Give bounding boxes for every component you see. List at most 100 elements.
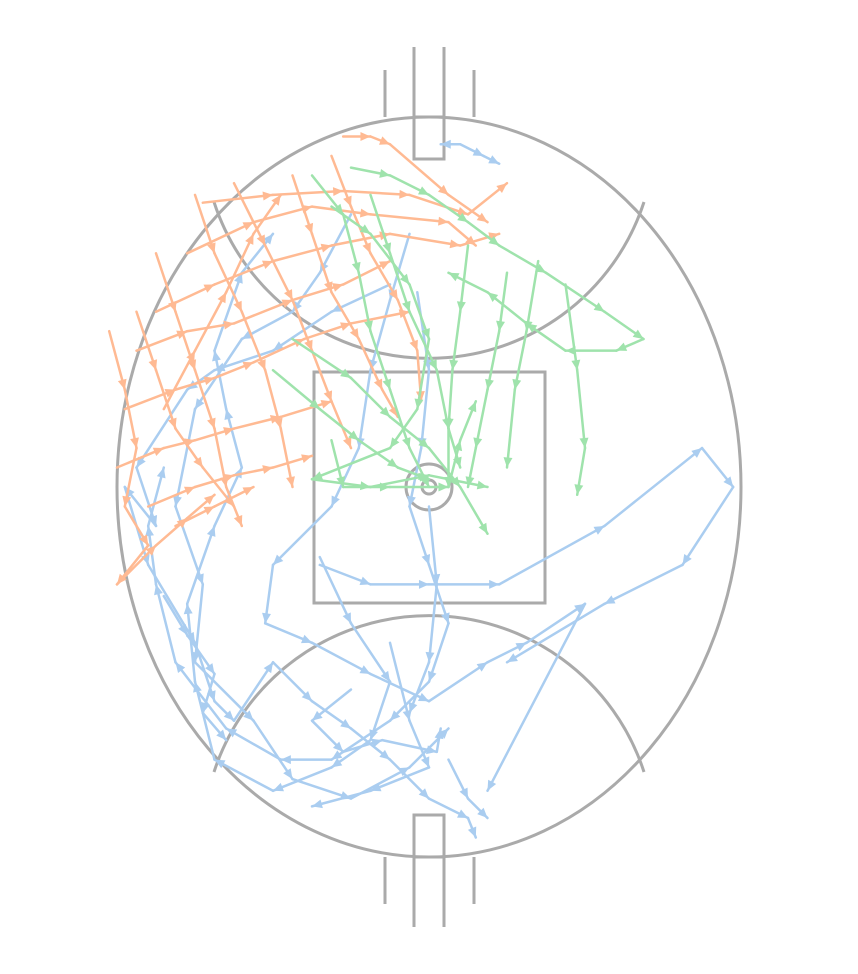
arrow-shaft: [408, 505, 431, 567]
arrow-shaft: [341, 213, 361, 275]
bottom-fifty-arc: [212, 614, 646, 773]
arrow-head: [145, 545, 156, 556]
arrow-head: [242, 222, 254, 231]
arrow-shaft: [213, 758, 275, 793]
arrow-head: [477, 807, 488, 819]
arrow-head: [173, 495, 182, 507]
arrow-head: [201, 701, 210, 713]
arrow-head: [214, 759, 226, 769]
arrow-shaft: [369, 298, 392, 372]
arrow-shaft: [318, 555, 353, 625]
arrow-head: [421, 328, 430, 339]
arrow-head: [370, 782, 382, 792]
arrow-head: [487, 292, 499, 303]
arrow-head: [304, 222, 314, 234]
arrow-head: [206, 525, 216, 537]
arrow-head: [379, 482, 390, 492]
arrow-head: [331, 750, 343, 760]
arrow-head: [431, 573, 441, 585]
arrow-shaft: [154, 583, 177, 664]
arrow-shaft: [224, 232, 255, 294]
arrow-shaft: [369, 193, 392, 255]
arrow-head: [176, 518, 188, 529]
arrow-head: [193, 681, 202, 693]
arrow-head: [256, 234, 266, 246]
arrow-head: [262, 465, 273, 474]
arrow-head: [574, 484, 584, 495]
arrow-head: [224, 495, 234, 507]
arrow-head: [408, 701, 418, 713]
arrow-head: [476, 662, 488, 672]
arrow-shaft: [213, 252, 244, 313]
arrow-head: [487, 779, 497, 791]
arrow-shaft: [213, 271, 244, 352]
arrow-shaft: [185, 524, 216, 606]
arrow-head: [331, 303, 343, 312]
arrow-head: [320, 243, 332, 253]
arrow-shaft: [357, 368, 372, 450]
trajectory-arrows: [107, 131, 735, 839]
arrow-head: [428, 359, 437, 371]
arrow-head: [224, 409, 234, 420]
arrow-shaft: [174, 661, 228, 730]
arrow-head: [457, 206, 468, 216]
arrow-head: [359, 665, 371, 674]
arrow-head: [273, 417, 283, 429]
arrow-head: [691, 448, 702, 458]
arrow-head: [409, 339, 418, 351]
arrow-head: [312, 710, 323, 721]
arrow-head: [382, 242, 392, 254]
arrow-head: [574, 603, 585, 614]
arrow-head: [263, 662, 273, 674]
arrow-shaft: [330, 446, 361, 508]
arrow-head: [154, 584, 163, 596]
arrow-head: [472, 147, 484, 156]
arrow-head: [496, 320, 505, 332]
arrow-head: [359, 576, 371, 585]
arrow-head: [186, 350, 195, 362]
arrow-head: [242, 487, 254, 496]
arrow-head: [281, 299, 293, 308]
arrow-head: [523, 320, 533, 332]
arrow-head: [473, 437, 483, 449]
arrow-head: [195, 398, 205, 410]
arrow-head: [312, 799, 323, 809]
arrow-shaft: [427, 622, 450, 683]
arrow-head: [320, 399, 332, 409]
arrow-head: [364, 320, 373, 332]
arrow-shaft: [369, 672, 431, 703]
arrow-head: [457, 809, 468, 819]
arrow-shaft: [271, 505, 333, 567]
arrow-head: [148, 359, 158, 371]
arrow-head: [390, 710, 401, 721]
arrow-head: [362, 242, 371, 254]
arrow-head: [257, 359, 266, 371]
arrow-head: [418, 186, 429, 195]
arrow-shaft: [185, 602, 197, 683]
arrow-head: [183, 603, 193, 615]
arrow-head: [217, 292, 227, 304]
arrow-head: [301, 454, 312, 464]
arrow-head: [414, 398, 424, 410]
arrow-head: [459, 787, 468, 799]
arrow-head: [139, 534, 149, 546]
arrow-head: [234, 272, 243, 284]
arrow-head: [212, 350, 221, 362]
arrow-head: [438, 216, 449, 226]
arrow-head: [437, 184, 449, 195]
arrow-head: [233, 514, 243, 526]
arrow-shaft: [213, 466, 244, 528]
arrow-head: [324, 281, 333, 293]
arrow-head: [351, 261, 361, 273]
arrow-head: [418, 579, 429, 589]
arrow-head: [467, 401, 477, 413]
arrow-shaft: [107, 329, 127, 391]
arrow-head: [476, 212, 488, 223]
arrow-shaft: [408, 310, 439, 372]
arrow-head: [323, 390, 333, 402]
arrow-shaft: [388, 232, 462, 247]
arrow-head: [448, 272, 460, 282]
arrow-head: [425, 651, 435, 663]
arrow-shaft: [154, 283, 216, 313]
